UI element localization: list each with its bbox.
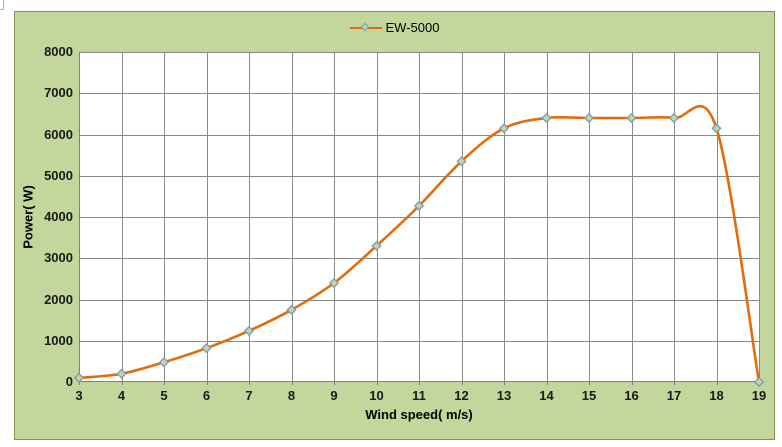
x-axis-tick-label: 9 [330,388,338,403]
x-axis-tick-label: 14 [539,388,554,403]
x-axis-title: Wind speed( m/s) [365,407,473,422]
data-point-marker [498,123,510,134]
gridlines [79,52,760,382]
x-axis-tick-label: 8 [287,388,296,403]
axis-lines [79,52,760,385]
data-point-marker [73,372,85,383]
x-axis-tick-label: 10 [369,388,384,403]
legend-diamond-sample [360,22,369,32]
data-point-marker [328,277,340,289]
x-axis-tick-label: 4 [117,388,126,403]
legend-marker-icon [349,22,382,33]
y-axis-tick-label: 4000 [44,209,73,224]
x-axis-tick-label: 11 [412,388,426,403]
x-axis-tick-label: 13 [496,388,512,403]
data-point-marker [201,343,212,354]
data-point-marker [711,123,722,134]
data-point-marker [286,304,297,315]
x-axis-tick-label: 7 [245,388,253,403]
y-axis-tick-label: 1000 [44,332,73,348]
data-point-marker [583,112,595,124]
y-axis-tick-label: 6000 [44,126,73,142]
x-axis-tick-label: 19 [751,388,767,403]
x-axis-tick-label: 18 [709,388,724,403]
x-axis-tick-label: 16 [624,388,639,403]
legend-series-label: EW-5000 [385,20,440,35]
data-point-marker [371,240,382,251]
x-axis-tick-label: 15 [581,388,597,403]
x-axis-tick-label: 12 [454,388,469,403]
data-point-marker [158,357,170,368]
x-axis-tick-label: 17 [666,388,682,403]
data-point-marker [541,112,552,124]
x-axis-tick-label: 6 [202,388,211,403]
y-axis-tick-label: 2000 [44,291,73,307]
x-axis-tick-label: 5 [160,388,168,403]
data-point-marker [413,200,425,211]
plot-area [73,52,765,388]
legend[interactable]: EW-5000 [349,20,440,35]
sheet-gridline-horizontal [0,9,4,10]
y-axis-tick-label: 8000 [44,44,73,59]
data-point-marker [668,112,680,124]
chart-object[interactable]: EW-5000 Power( W) Wind speed( m/s) 0 1000… [14,11,775,440]
y-axis-tick-label: 7000 [44,85,73,101]
y-axis-tick-label: 5000 [44,167,73,183]
sheet-gridline-vertical [3,0,4,9]
data-point-marker [753,376,765,388]
data-point-marker [243,325,255,336]
x-axis-tick-label: 3 [75,388,83,403]
plot-svg [73,52,765,388]
y-axis-tick-label: 3000 [44,250,73,266]
y-axis-tick-label: 0 [65,374,73,389]
data-point-marker [456,156,467,167]
data-point-marker [116,368,127,379]
data-point-markers [73,112,765,388]
data-point-marker [626,112,637,124]
